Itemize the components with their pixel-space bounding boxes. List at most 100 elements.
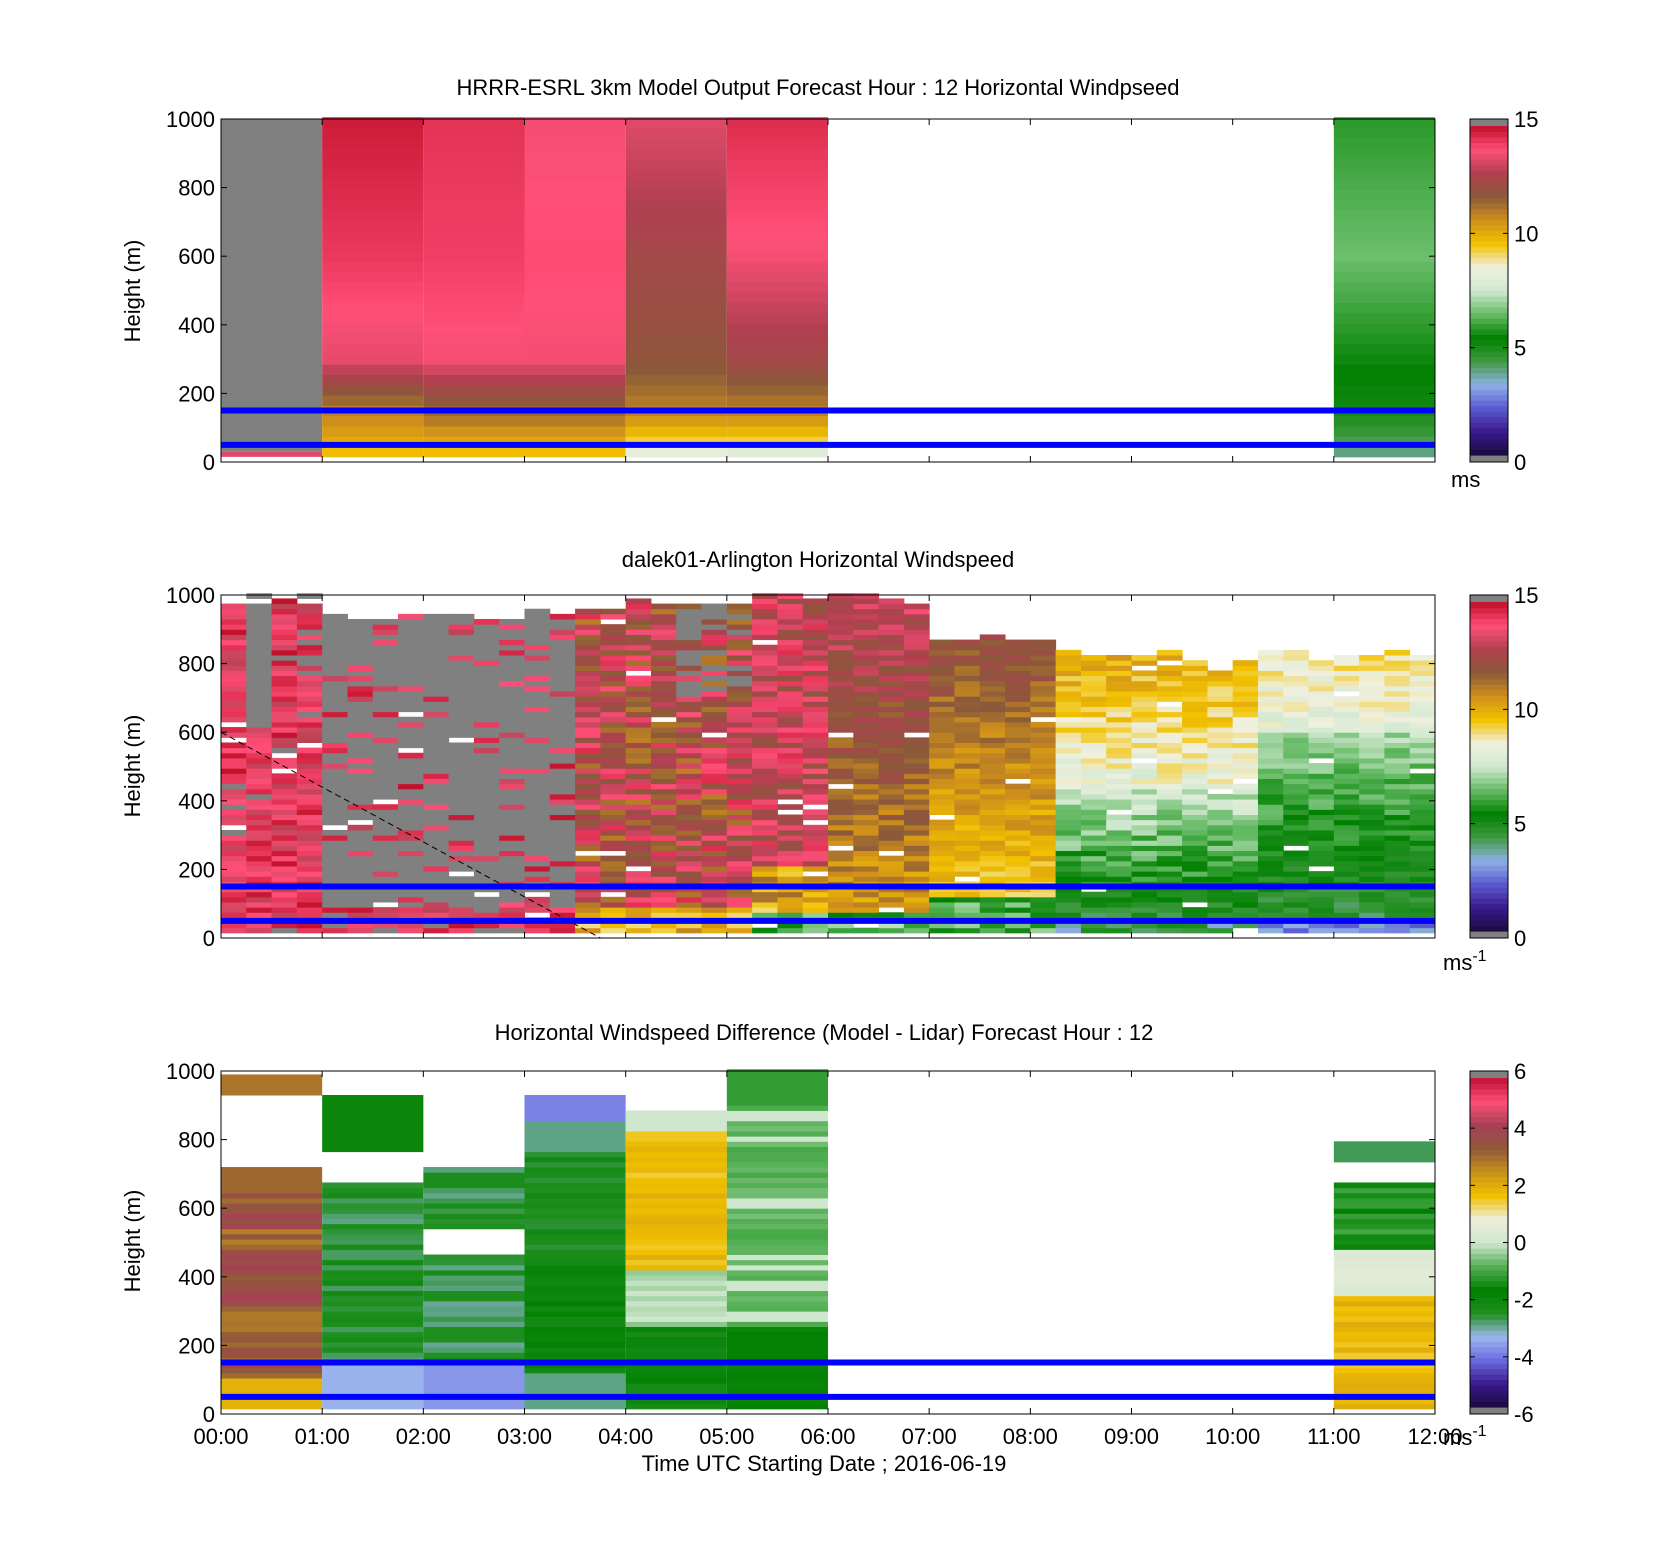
data-cell (398, 840, 424, 846)
data-cell (575, 912, 601, 918)
data-cell (878, 691, 905, 697)
data-cell (1283, 871, 1310, 877)
colorbar-swatch (1470, 706, 1508, 713)
data-cell (423, 1311, 525, 1317)
data-cell (1333, 793, 1360, 800)
colorbar-swatch (1470, 832, 1508, 839)
data-cell (1080, 891, 1107, 898)
data-cell (1232, 727, 1259, 733)
data-cell (246, 660, 273, 666)
data-cell (650, 824, 677, 831)
data-cell (575, 649, 601, 656)
data-cell (1030, 912, 1057, 918)
data-cell (448, 691, 475, 697)
data-cell (1257, 768, 1284, 774)
data-cell (246, 721, 273, 728)
data-cell (347, 752, 374, 759)
data-cell (549, 757, 576, 764)
data-cell (575, 644, 601, 651)
data-cell (1359, 871, 1385, 877)
data-cell (1384, 855, 1411, 862)
data-cell (448, 896, 475, 903)
data-cell (726, 261, 828, 273)
data-cell (777, 783, 804, 790)
data-cell (1207, 711, 1234, 718)
data-cell (1308, 809, 1335, 816)
data-cell (701, 670, 728, 677)
data-cell (1207, 896, 1234, 903)
colorbar-swatch (1470, 1363, 1508, 1370)
data-cell (398, 778, 424, 785)
data-cell (1333, 1213, 1435, 1219)
data-cell (1333, 1398, 1435, 1405)
colorbar-tick-label: 6 (1514, 1059, 1526, 1084)
data-cell (271, 701, 298, 707)
data-cell (726, 415, 828, 427)
data-cell (372, 788, 399, 795)
data-cell (524, 1105, 626, 1111)
data-cell (1308, 896, 1335, 903)
data-cell (726, 1131, 828, 1137)
data-cell (625, 1161, 727, 1168)
data-cell (524, 1341, 626, 1348)
data-cell (1156, 763, 1183, 769)
colorbar-swatch (1470, 612, 1508, 620)
data-cell (296, 896, 323, 903)
data-cell (701, 814, 728, 821)
colorbar-swatch (1470, 804, 1508, 811)
colorbar-underflow (1470, 455, 1508, 462)
data-cell (1257, 752, 1284, 759)
data-cell (650, 799, 677, 805)
data-cell (398, 644, 424, 651)
data-cell (221, 675, 247, 682)
data-cell (726, 603, 753, 610)
data-cell (1080, 860, 1107, 867)
data-cell (322, 685, 348, 692)
data-cell (398, 752, 424, 759)
data-cell (878, 773, 905, 780)
data-cell (524, 655, 551, 661)
y-tick-label: 400 (178, 313, 215, 338)
colorbar-tick-label: 15 (1514, 107, 1538, 132)
data-cell (1232, 901, 1259, 908)
data-cell (979, 804, 1006, 810)
colorbar-swatch (1470, 1099, 1508, 1107)
data-cell (1106, 876, 1132, 882)
colorbar-swatch (1470, 810, 1508, 817)
data-cell (423, 271, 525, 283)
data-cell (878, 706, 905, 713)
data-cell (1257, 757, 1284, 764)
data-cell (752, 603, 778, 610)
data-cell (701, 742, 728, 749)
data-cell (1359, 680, 1385, 687)
data-cell (524, 619, 551, 625)
data-cell (676, 732, 703, 738)
data-cell (1005, 907, 1031, 913)
data-cell (1055, 696, 1082, 702)
data-cell (625, 829, 652, 836)
data-cell (448, 660, 475, 666)
data-cell (1359, 907, 1385, 913)
data-cell (752, 783, 778, 790)
data-cell (499, 660, 525, 666)
data-cell (853, 742, 880, 749)
data-cell (726, 1197, 828, 1204)
data-cell (1257, 845, 1284, 852)
data-cell (752, 850, 778, 857)
data-cell (1030, 804, 1057, 810)
data-cell (726, 1331, 828, 1338)
data-cell (954, 788, 981, 795)
data-cell (1232, 922, 1259, 929)
data-cell (271, 706, 298, 713)
data-cell (1333, 1249, 1435, 1256)
data-cell (322, 1388, 424, 1394)
colorbar-swatch (1470, 815, 1508, 822)
data-cell (1384, 747, 1411, 754)
data-cell (853, 804, 880, 810)
data-cell (625, 1131, 727, 1137)
colorbar-swatch (1470, 1165, 1508, 1172)
data-cell (1106, 768, 1132, 774)
data-cell (1055, 804, 1082, 810)
data-cell (549, 871, 576, 877)
data-cell (777, 814, 804, 821)
